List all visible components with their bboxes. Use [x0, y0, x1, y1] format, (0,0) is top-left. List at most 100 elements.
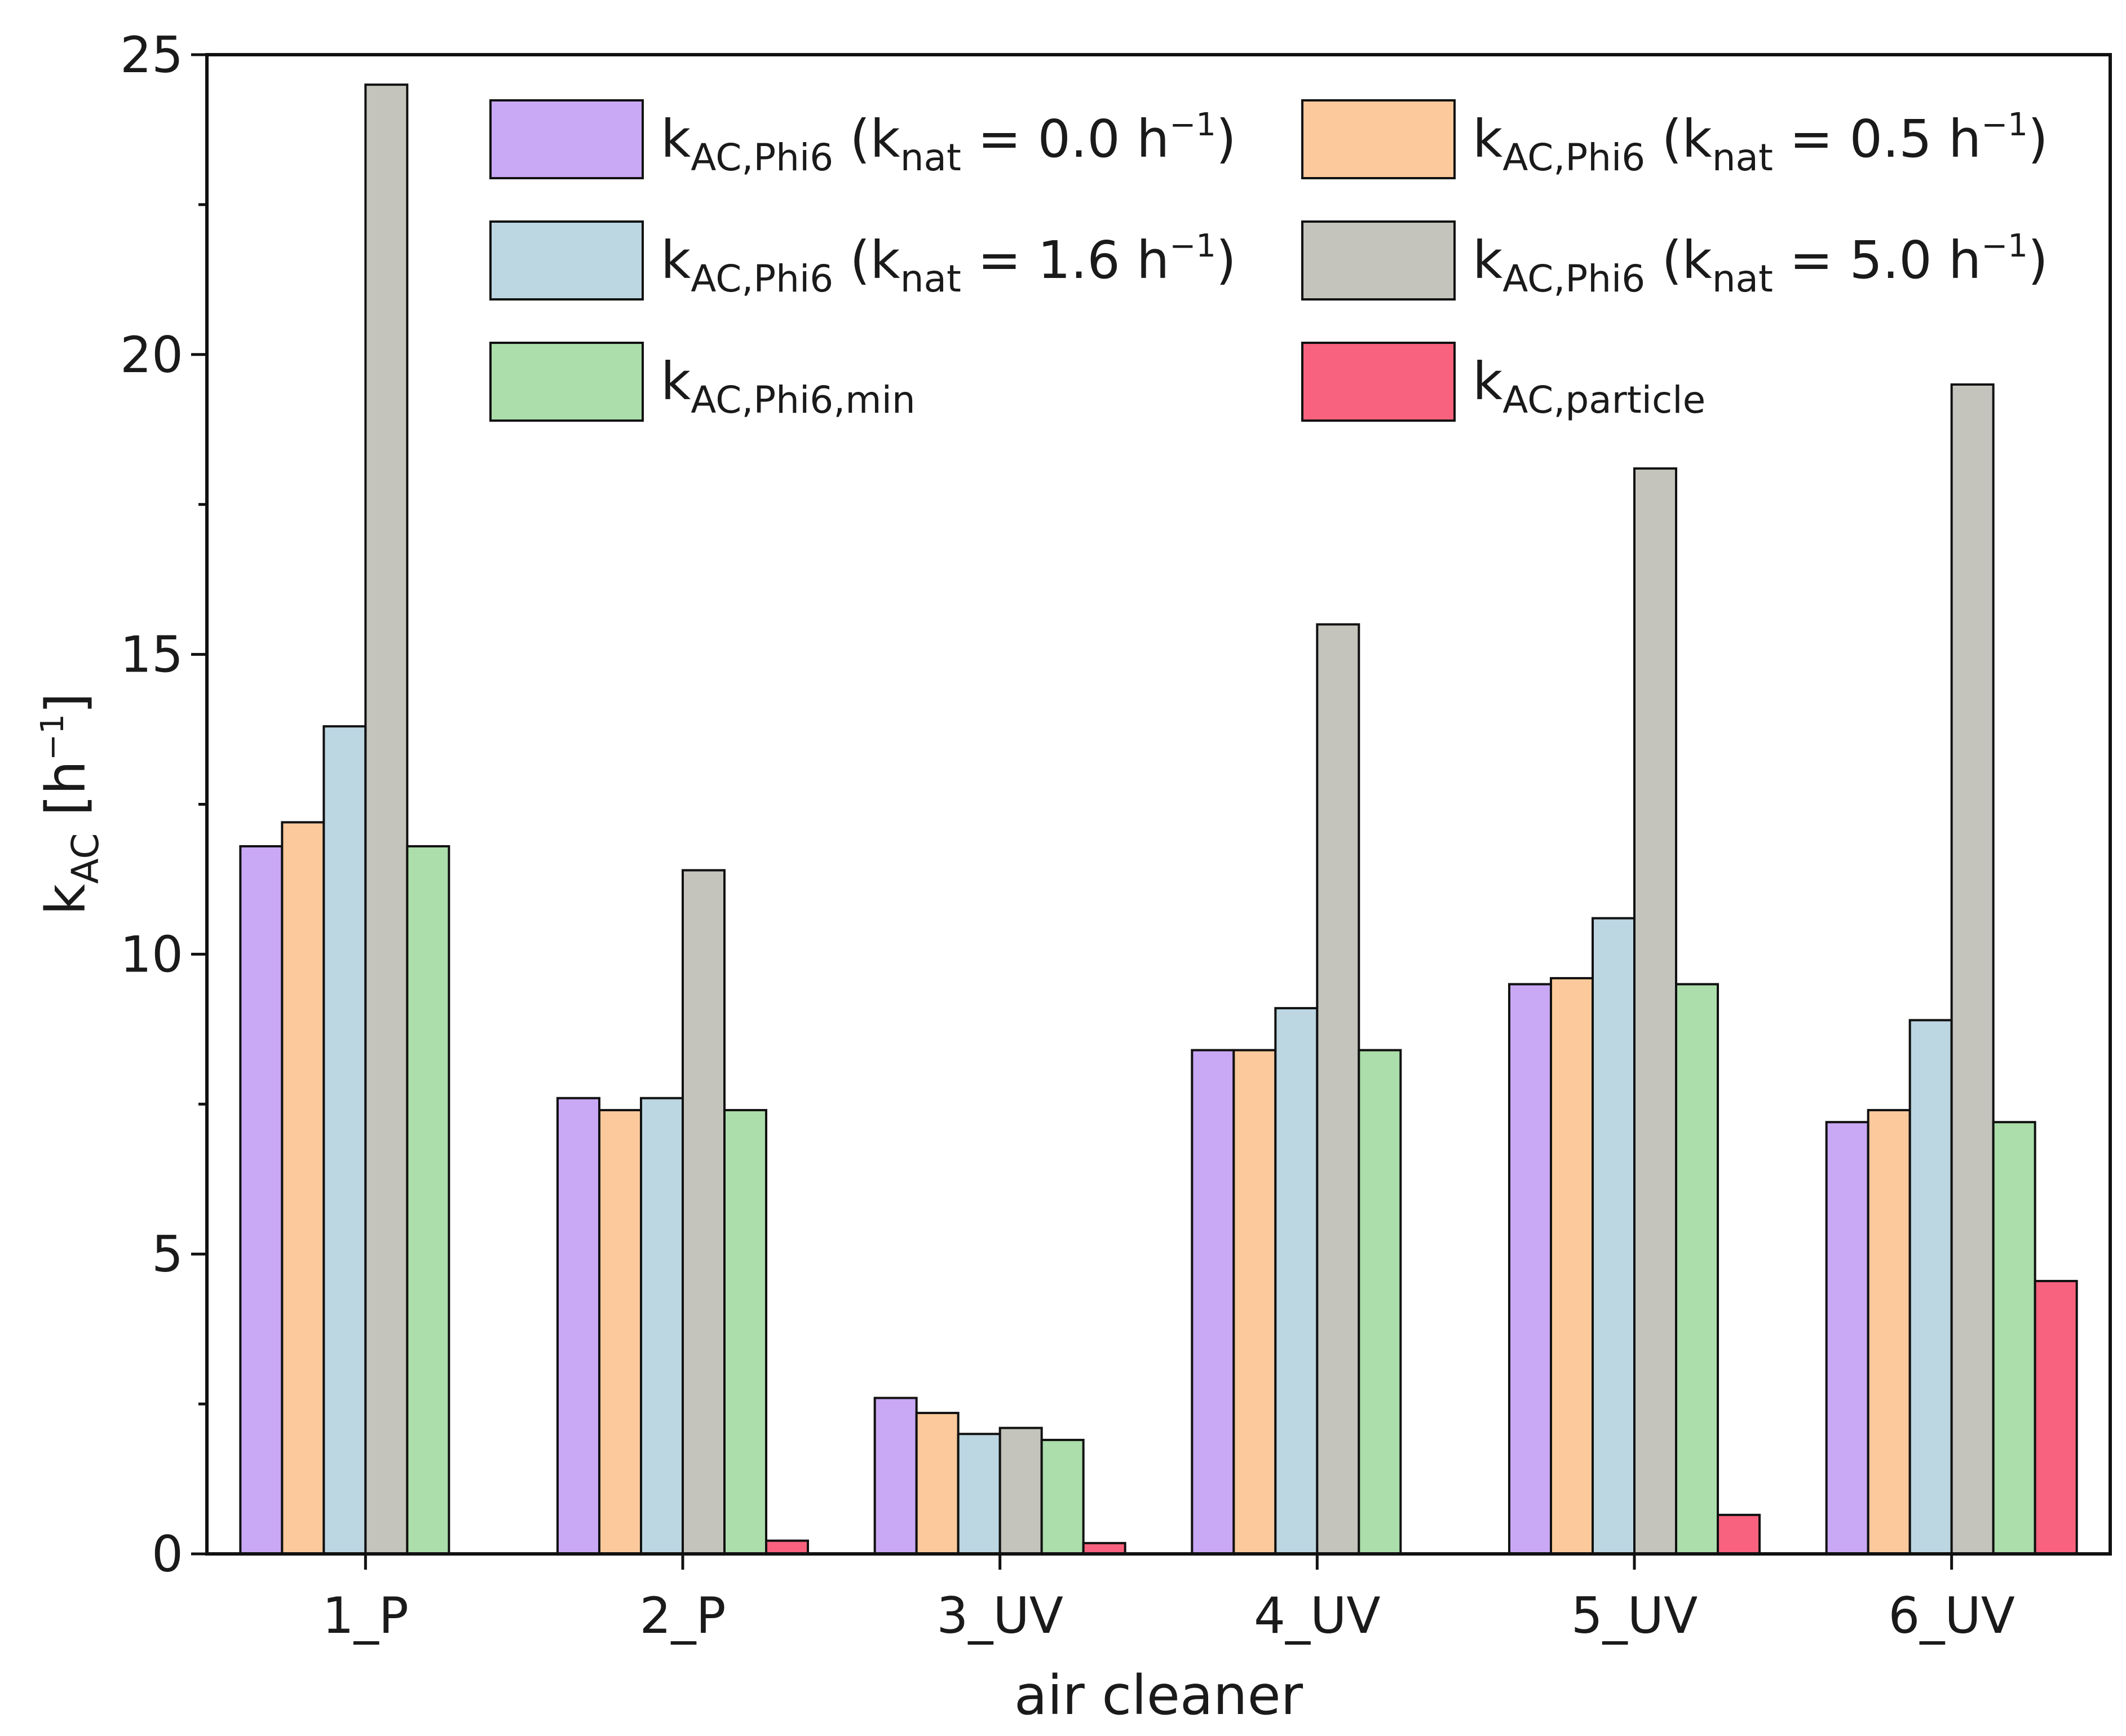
y-axis-title-base: k	[34, 884, 98, 915]
y-axis-title-rest: [h	[34, 761, 98, 833]
legend-label: kAC,Phi6,min	[661, 351, 916, 422]
bar-5_UV-series-4	[1633, 467, 1677, 1555]
legend-label-part: −1	[1981, 107, 2028, 143]
bar-1_P-series-5	[406, 845, 450, 1555]
legend-label-part: )	[1216, 230, 1236, 290]
legend-label-part: )	[1216, 109, 1236, 169]
bar-4_UV-series-2	[1232, 1049, 1277, 1556]
y-tick-label: 15	[120, 626, 183, 684]
bar-3_UV-series-1	[873, 1397, 918, 1556]
bar-5_UV-series-3	[1592, 917, 1636, 1555]
bar-2_P-series-3	[640, 1097, 684, 1555]
legend-item-1: kAC,Phi6 (knat = 0.0 h−1)	[489, 99, 1236, 179]
bar-3_UV-series-4	[998, 1426, 1043, 1556]
y-tick-label: 10	[120, 925, 183, 983]
bar-3_UV-series-3	[957, 1433, 1001, 1556]
legend-swatch	[1301, 342, 1456, 422]
legend-label-part: −1	[1981, 228, 2028, 264]
y-axis-title-sub: AC	[64, 833, 107, 884]
legend-swatch	[1301, 99, 1456, 179]
bar-6_UV-series-4	[1950, 383, 1995, 1555]
x-tick-label: 3_UV	[936, 1587, 1063, 1645]
x-tick-label: 2_P	[639, 1587, 726, 1645]
bar-6_UV-series-1	[1825, 1121, 1869, 1555]
bar-3_UV-series-5	[1040, 1438, 1085, 1556]
bar-4_UV-series-5	[1358, 1049, 1402, 1556]
legend-label-part: k	[1473, 230, 1503, 290]
bar-3_UV-series-2	[915, 1412, 960, 1555]
legend-item-6: kAC,particle	[1301, 342, 1705, 422]
legend-label-part: = 1.6 h	[961, 230, 1169, 290]
legend-label-part: = 0.5 h	[1773, 109, 1981, 169]
x-tick-label: 6_UV	[1888, 1587, 2015, 1645]
bar-2_P-series-4	[682, 869, 726, 1555]
bar-5_UV-series-1	[1508, 983, 1552, 1555]
y-tick-label: 25	[120, 26, 183, 84]
legend-label-part: )	[2028, 109, 2048, 169]
x-tick-label: 5_UV	[1571, 1587, 1698, 1645]
bar-5_UV-series-5	[1675, 983, 1719, 1555]
y-axis-title: kAC [h−1]	[34, 693, 107, 916]
y-axis-title-sup: −1	[34, 714, 71, 761]
legend-label-part: k	[1473, 351, 1503, 412]
legend-label-part: = 5.0 h	[1773, 230, 1981, 290]
bar-2_P-series-2	[598, 1108, 642, 1556]
y-tick-label: 20	[120, 326, 183, 384]
legend-label: kAC,particle	[1473, 351, 1705, 422]
bar-4_UV-series-1	[1191, 1049, 1235, 1556]
y-tick-label: 0	[152, 1525, 183, 1583]
x-tick-label: 4_UV	[1254, 1587, 1381, 1645]
legend-swatch	[489, 342, 644, 422]
legend-item-2: kAC,Phi6 (knat = 0.5 h−1)	[1301, 99, 2048, 179]
legend-item-4: kAC,Phi6 (knat = 5.0 h−1)	[1301, 220, 2048, 301]
legend-label-part: (k	[833, 230, 900, 290]
legend-label-part: )	[2028, 230, 2048, 290]
bar-1_P-series-1	[239, 845, 284, 1555]
legend-item-3: kAC,Phi6 (knat = 1.6 h−1)	[489, 220, 1236, 301]
legend-label-part: AC,Phi6	[1502, 257, 1645, 301]
legend-label: kAC,Phi6 (knat = 0.5 h−1)	[1473, 107, 2048, 179]
legend-label-part: −1	[1169, 107, 1216, 143]
y-tick-label: 5	[152, 1225, 183, 1283]
bar-1_P-series-4	[364, 83, 409, 1556]
legend-label-part: (k	[833, 109, 900, 169]
legend-swatch	[489, 99, 644, 179]
legend-item-5: kAC,Phi6,min	[489, 342, 916, 422]
y-axis: 0 5 10 15 20 25	[120, 26, 207, 1583]
bar-2_P-series-5	[723, 1108, 767, 1556]
bar-2_P-series-6	[765, 1539, 809, 1556]
bar-5_UV-series-6	[1717, 1513, 1761, 1555]
bar-4_UV-series-4	[1316, 623, 1360, 1555]
legend-label-part: nat	[1712, 136, 1773, 179]
legend-label-part: AC,Phi6,min	[691, 378, 915, 422]
bar-2_P-series-1	[556, 1097, 600, 1555]
legend-label-part: AC,particle	[1502, 378, 1705, 422]
legend-label-part: nat	[900, 257, 961, 301]
legend-swatch	[489, 220, 644, 301]
bar-6_UV-series-6	[2034, 1280, 2078, 1555]
legend-label: kAC,Phi6 (knat = 0.0 h−1)	[661, 107, 1236, 179]
legend-label-part: k	[1473, 109, 1503, 169]
legend-label-part: AC,Phi6	[1502, 136, 1645, 179]
legend-label-part: −1	[1169, 228, 1216, 264]
bar-4_UV-series-3	[1274, 1007, 1319, 1555]
bar-6_UV-series-2	[1867, 1108, 1911, 1556]
legend-swatch	[1301, 220, 1456, 301]
legend-label-part: (k	[1645, 230, 1712, 290]
legend: kAC,Phi6 (knat = 0.0 h−1) kAC,Phi6 (knat …	[489, 99, 2048, 422]
x-axis-title: air cleaner	[1014, 1664, 1303, 1727]
legend-label-part: AC,Phi6	[691, 136, 833, 179]
bar-5_UV-series-2	[1550, 977, 1594, 1555]
legend-label-part: k	[661, 109, 691, 169]
legend-label-part: = 0.0 h	[961, 109, 1169, 169]
x-tick-label: 1_P	[322, 1587, 409, 1645]
legend-label: kAC,Phi6 (knat = 5.0 h−1)	[1473, 228, 2048, 301]
legend-label-part: (k	[1645, 109, 1712, 169]
bar-1_P-series-3	[322, 725, 367, 1555]
y-axis-title-close: ]	[34, 693, 98, 714]
bar-6_UV-series-3	[1908, 1019, 1953, 1555]
bar-6_UV-series-5	[1992, 1121, 2036, 1555]
legend-label-part: nat	[900, 136, 961, 179]
bar-1_P-series-2	[281, 821, 325, 1555]
